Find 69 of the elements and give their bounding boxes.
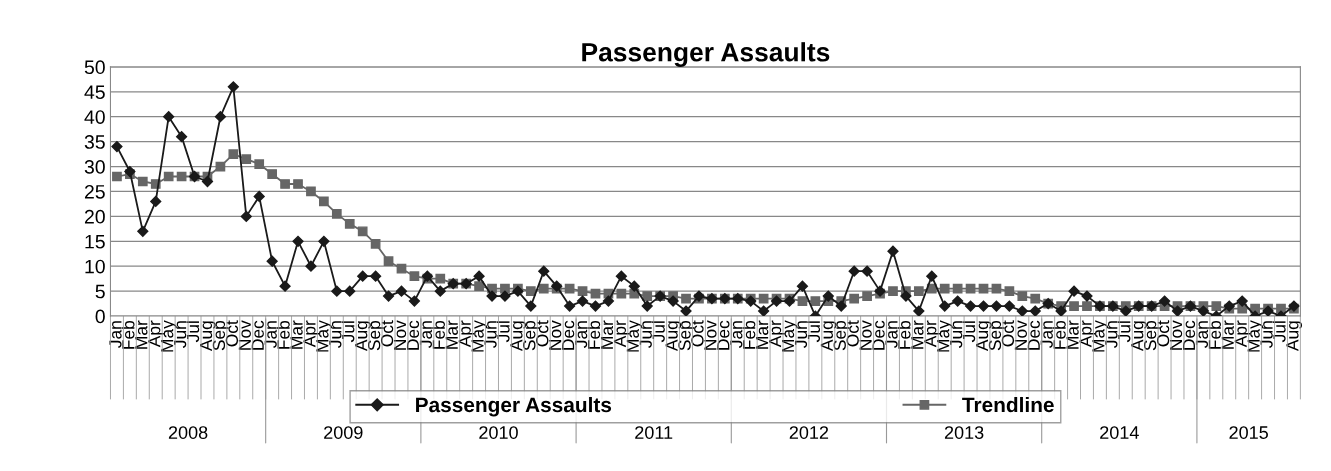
x-tick-label: Aug (1286, 321, 1303, 352)
x-tick-label: Nov (704, 320, 717, 350)
x-tick-label: Mar (1066, 320, 1079, 349)
x-tick-label: Mar (1221, 320, 1234, 349)
text: 2013 (944, 426, 984, 439)
x-tick-label: Dec (1027, 320, 1040, 350)
y-tick-label: 10 (85, 259, 105, 274)
legend-label: Passenger Assaults (416, 396, 612, 417)
x-tick-label: Nov (859, 320, 872, 350)
x-tick-label: Jul (341, 321, 355, 343)
x-tick-label: Dec (406, 320, 420, 350)
x-tick-label: Nov (1014, 320, 1027, 350)
chart-title: Passenger Assaults (582, 42, 830, 67)
x-tick-label: Mar (135, 320, 148, 349)
x-tick-label: Jul (186, 321, 200, 343)
x-tick-label: Jan (1040, 321, 1053, 348)
y-tick-label: 0 (95, 309, 105, 324)
x-tick-label: Feb (742, 320, 756, 349)
x-tick-label: Jan (730, 321, 743, 348)
x-tick-label: Jul (1117, 321, 1131, 343)
x-tick-label: Dec (1182, 320, 1196, 350)
y-tick-label: 40 (84, 110, 105, 124)
y-tick-label: 45 (84, 85, 105, 100)
x-tick-label: Feb (897, 320, 911, 349)
x-tick-label: Mar (756, 320, 769, 349)
x-tick-label: Mar (600, 320, 614, 349)
text: 2012 (789, 426, 829, 439)
x-tick-label: Jan (885, 321, 898, 348)
x-tick-label: Feb (432, 320, 445, 349)
x-tick-label: Jul (1272, 321, 1286, 343)
x-tick-label: Jan (419, 321, 433, 348)
x-tick-label: Feb (121, 320, 135, 349)
x-tick-label: Dec (717, 320, 730, 350)
y-tick-label: 15 (85, 234, 105, 249)
text: 2008 (168, 426, 208, 439)
x-tick-label: Jul (496, 321, 510, 343)
y-tick-label: 25 (84, 184, 105, 199)
x-tick-label: Dec (872, 320, 885, 350)
y-tick-label: 35 (84, 135, 105, 149)
y-tick-label: 30 (84, 160, 105, 174)
text: 2015 (1229, 426, 1268, 439)
x-tick-label: Mar (290, 320, 303, 349)
x-tick-label: Feb (587, 320, 601, 349)
text: 2010 (479, 426, 518, 439)
y-tick-label: 20 (84, 209, 105, 224)
x-tick-label: Jul (807, 321, 821, 343)
x-tick-label: Jan (109, 321, 122, 348)
x-tick-label: Jul (652, 321, 665, 343)
x-tick-label: Jan (1195, 321, 1209, 348)
y-tick-label: 50 (84, 60, 105, 75)
x-tick-label: Nov (238, 320, 251, 350)
x-tick-label: Dec (251, 320, 264, 350)
x-tick-label: Feb (1053, 320, 1066, 349)
legend-label: Trendline (962, 396, 1054, 413)
text: 2014 (1100, 426, 1139, 439)
y-tick-label: 5 (95, 284, 105, 299)
text: 2011 (635, 426, 673, 439)
x-tick-label: Nov (549, 320, 562, 350)
x-tick-label: Nov (394, 320, 407, 350)
x-tick-label: Feb (1208, 320, 1221, 349)
x-tick-label: Jan (575, 321, 588, 348)
x-tick-label: Feb (276, 320, 290, 349)
text: 2009 (324, 426, 363, 439)
x-tick-label: Mar (445, 320, 458, 349)
x-tick-label: Mar (911, 320, 924, 349)
x-tick-label: Jan (264, 321, 277, 348)
x-tick-label: Dec (562, 320, 575, 350)
x-tick-label: Jul (962, 321, 976, 343)
x-tick-label: Nov (1170, 320, 1183, 350)
